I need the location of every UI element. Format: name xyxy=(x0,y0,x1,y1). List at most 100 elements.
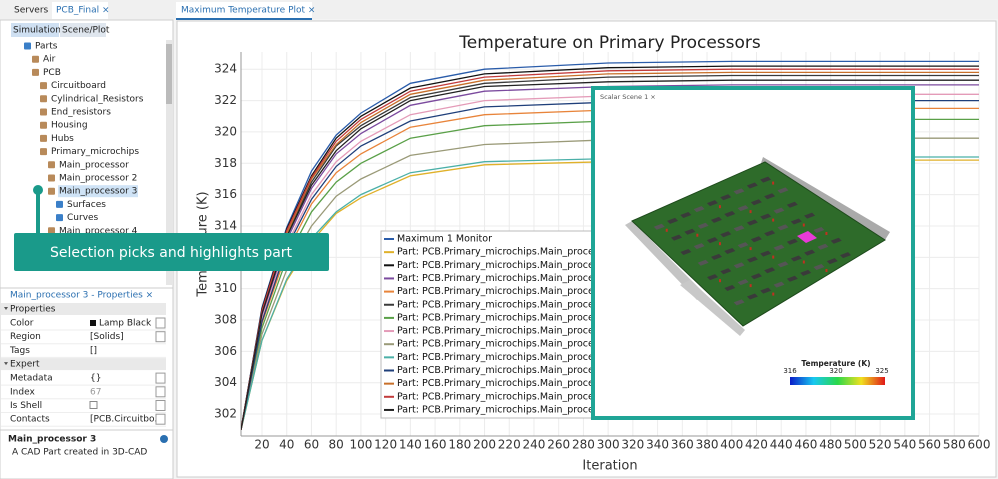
x-tick-label: 400 xyxy=(720,438,743,452)
section-name: Properties xyxy=(10,305,56,315)
x-tick-label: 600 xyxy=(968,438,991,452)
tree-item[interactable]: Main_processor 3 xyxy=(59,187,137,197)
chart-title: Temperature on Primary Processors xyxy=(458,33,761,53)
tree-item[interactable]: Housing xyxy=(51,121,88,131)
property-label: Tags xyxy=(9,346,30,356)
edit-button[interactable] xyxy=(156,414,165,424)
scroll-thumb[interactable] xyxy=(166,44,172,104)
x-tick-label: 100 xyxy=(349,438,372,452)
tree-item[interactable]: Air xyxy=(43,55,56,65)
y-tick-label: 322 xyxy=(214,93,237,107)
tree-item[interactable]: End_resistors xyxy=(51,108,111,118)
y-tick-label: 316 xyxy=(214,187,237,201)
property-label: Index xyxy=(10,387,35,397)
component xyxy=(719,205,721,208)
tree-item[interactable]: PCB xyxy=(43,68,61,78)
tree-icon xyxy=(40,109,47,116)
tree-icon xyxy=(48,161,55,168)
property-label: Metadata xyxy=(10,374,53,384)
legend-entry[interactable]: Maximum 1 Monitor xyxy=(397,234,492,245)
x-tick-label: 20 xyxy=(254,438,269,452)
x-tick-label: 40 xyxy=(279,438,294,452)
edit-button[interactable] xyxy=(156,318,165,328)
x-tick-label: 380 xyxy=(696,438,719,452)
component xyxy=(825,232,827,235)
property-label: Color xyxy=(10,319,34,329)
legend-entry[interactable]: Part: PCB.Primary_microchips.Main_proces… xyxy=(397,299,623,310)
legend-entry[interactable]: Part: PCB.Primary_microchips.Main_proces… xyxy=(397,286,623,297)
y-tick-label: 318 xyxy=(214,156,237,170)
edit-button[interactable] xyxy=(156,387,165,397)
y-tick-label: 310 xyxy=(214,281,237,295)
tree-item[interactable]: Main_processor 2 xyxy=(59,174,137,184)
color-swatch xyxy=(90,320,96,326)
legend-entry[interactable]: Part: PCB.Primary_microchips.Main_proces… xyxy=(397,273,623,284)
legend-entry[interactable]: Part: PCB.Primary_microchips.Main_proces… xyxy=(397,312,623,323)
legend-entry[interactable]: Part: PCB.Primary_microchips.Main_proces… xyxy=(397,365,623,376)
legend-entry[interactable]: Part: PCB.Primary_microchips.Main_proces… xyxy=(397,326,623,337)
component xyxy=(750,284,752,287)
tree-item[interactable]: Curves xyxy=(67,213,99,223)
tree-item[interactable]: Surfaces xyxy=(67,200,106,210)
property-value: [PCB.Circuitbo... xyxy=(90,415,163,425)
property-value: [] xyxy=(90,346,97,356)
tree-item[interactable]: Main_processor xyxy=(59,160,129,170)
property-value: {} xyxy=(90,374,101,384)
tree-icon xyxy=(24,43,31,50)
tree-icon xyxy=(40,82,47,89)
component xyxy=(803,224,805,227)
colorbar xyxy=(790,377,885,385)
help-icon[interactable] xyxy=(160,435,168,443)
tree-item[interactable]: Cylindrical_Resistors xyxy=(51,94,144,104)
x-tick-label: 200 xyxy=(473,438,496,452)
x-tick-label: 540 xyxy=(893,438,916,452)
tree-item[interactable]: Primary_microchips xyxy=(51,147,139,157)
screenshot: Servers PCB_Final × Maximum Temperature … xyxy=(0,0,998,479)
y-tick-label: 302 xyxy=(214,407,237,421)
y-tick-label: 304 xyxy=(214,375,237,389)
x-tick-label: 580 xyxy=(943,438,966,452)
colorbar-tick: 320 xyxy=(829,367,842,375)
panel-tab[interactable]: Scene/Plot xyxy=(62,26,110,36)
legend-entry[interactable]: Part: PCB.Primary_microchips.Main_proces… xyxy=(397,391,623,402)
legend-entry[interactable]: Part: PCB.Primary_microchips.Main_proces… xyxy=(397,352,623,363)
checkbox[interactable] xyxy=(90,402,97,409)
legend-entry[interactable]: Part: PCB.Primary_microchips.Main_proces… xyxy=(397,247,614,258)
scene-title: Scalar Scene 1 × xyxy=(600,93,656,101)
tree-icon xyxy=(48,175,55,182)
tab[interactable]: Servers xyxy=(14,6,49,16)
panel-tab[interactable]: Simulation xyxy=(13,26,61,36)
edit-button[interactable] xyxy=(156,373,165,383)
x-tick-label: 240 xyxy=(523,438,546,452)
component xyxy=(772,219,774,222)
tree-icon xyxy=(48,188,55,195)
section-name: Expert xyxy=(10,360,40,370)
x-tick-label: 260 xyxy=(547,438,570,452)
property-label: Is Shell xyxy=(10,401,42,411)
x-tick-label: 480 xyxy=(819,438,842,452)
legend-entry[interactable]: Part: PCB.Primary_microchips.Main_proces… xyxy=(397,260,623,271)
edit-button[interactable] xyxy=(156,401,165,411)
component xyxy=(696,234,698,237)
tree-icon xyxy=(40,95,47,102)
x-tick-label: 420 xyxy=(745,438,768,452)
edit-button[interactable] xyxy=(156,332,165,342)
legend-entry[interactable]: Part: PCB.Primary_microchips.Main_proces… xyxy=(397,339,623,350)
tree-icon xyxy=(56,201,63,208)
tree-item[interactable]: Parts xyxy=(35,42,58,52)
tree-item[interactable]: Hubs xyxy=(51,134,74,144)
component xyxy=(772,256,774,259)
panel-title: Main_processor 3 - Properties × xyxy=(10,291,153,301)
x-tick-label: 460 xyxy=(794,438,817,452)
tab[interactable]: Maximum Temperature Plot × xyxy=(181,6,315,16)
tree-icon xyxy=(32,69,39,76)
legend-entry[interactable]: Part: PCB.Primary_microchips.Main_proces… xyxy=(397,404,623,415)
tree-icon xyxy=(56,214,63,221)
tree-icon xyxy=(40,135,47,142)
tab[interactable]: PCB_Final × xyxy=(56,6,110,16)
x-tick-label: 60 xyxy=(304,438,319,452)
property-value: 67 xyxy=(90,387,101,397)
component xyxy=(719,279,721,282)
legend-entry[interactable]: Part: PCB.Primary_microchips.Main_proces… xyxy=(397,378,623,389)
tree-item[interactable]: Circuitboard xyxy=(51,81,106,91)
